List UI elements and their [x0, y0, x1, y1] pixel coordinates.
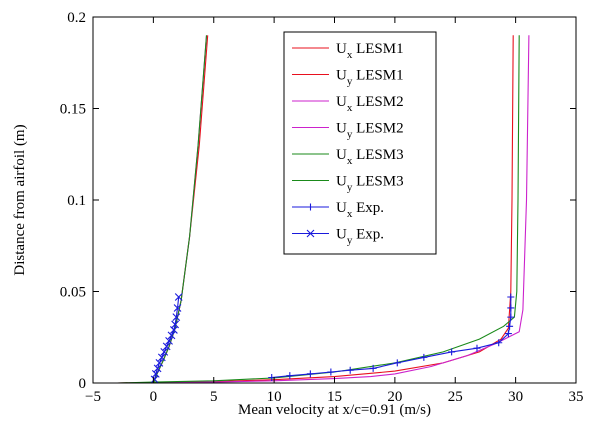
data-point-plus — [420, 353, 428, 361]
x-tick-label: 35 — [569, 389, 584, 405]
legend-label: Ux LESM2 — [336, 94, 404, 114]
data-point-plus — [369, 364, 377, 372]
series-3 — [117, 35, 530, 384]
legend-item-7: Ux Exp. — [292, 200, 384, 220]
legend-label-suffix: LESM2 — [352, 94, 403, 110]
data-point-x — [167, 331, 176, 340]
legend-item-4: Uy LESM2 — [292, 121, 404, 141]
data-point-x — [151, 369, 160, 378]
data-point-plus — [504, 330, 512, 338]
legend-box — [283, 31, 437, 255]
data-point-plus — [327, 368, 335, 376]
data-point-plus — [495, 339, 503, 347]
legend-item-3: Ux LESM2 — [292, 94, 404, 114]
data-point-plus — [393, 359, 401, 367]
legend-marker — [306, 229, 315, 238]
y-tick-label: 0.1 — [67, 193, 86, 209]
data-point-plus — [507, 304, 515, 312]
y-tick-label: 0 — [79, 376, 87, 392]
data-point-x — [153, 364, 162, 373]
legend-label-suffix: Exp. — [352, 227, 384, 243]
data-point-x — [173, 304, 182, 312]
x-tick-label: 20 — [387, 389, 402, 405]
legend-label-base: U — [336, 227, 347, 243]
legend-label: Uy LESM3 — [336, 174, 404, 194]
data-point-plus — [506, 322, 514, 330]
legend-label: Ux LESM3 — [336, 147, 404, 167]
data-point-plus — [507, 293, 515, 301]
legend-item-8: Uy Exp. — [292, 227, 384, 247]
legend-label-suffix: LESM3 — [352, 174, 403, 190]
y-tick-label: 0.05 — [60, 285, 86, 301]
legend-item-5: Ux LESM3 — [292, 147, 404, 167]
data-point-x — [172, 313, 181, 322]
legend-label-suffix: LESM2 — [352, 121, 403, 137]
series-line — [117, 35, 530, 384]
x-tick-label: 30 — [508, 389, 523, 405]
data-point-x — [174, 293, 183, 301]
legend-label-base: U — [336, 41, 347, 57]
legend-item-1: Ux LESM1 — [292, 41, 404, 61]
x-axis-label: Mean velocity at x/c=0.91 (m/s) — [238, 402, 431, 418]
legend-label-subscript: x — [347, 208, 353, 220]
legend-label-subscript: y — [347, 76, 353, 88]
legend-label-subscript: y — [347, 129, 353, 141]
legend-label-suffix: LESM1 — [352, 41, 403, 57]
y-axis-label: Distance from airfoil (m) — [12, 124, 28, 275]
legend-marker — [307, 203, 314, 211]
legend-label: Uy LESM2 — [336, 121, 404, 141]
y-tick-label: 0.15 — [60, 102, 86, 118]
legend-label-subscript: x — [347, 49, 353, 61]
y-tick-label: 0.2 — [67, 10, 86, 26]
legend-label-base: U — [336, 68, 347, 84]
legend-label-base: U — [336, 147, 347, 163]
legend-label: Ux LESM1 — [336, 41, 404, 61]
data-point-plus — [286, 372, 294, 380]
data-point-x — [157, 353, 166, 362]
x-tick-label: 25 — [448, 389, 463, 405]
legend-label-suffix: LESM3 — [352, 147, 403, 163]
legend-label-base: U — [336, 174, 347, 190]
data-point-plus — [507, 313, 515, 321]
legend-label-base: U — [336, 94, 347, 110]
x-tick-label: 5 — [210, 389, 218, 405]
legend-label-subscript: x — [347, 102, 353, 114]
legend-label-suffix: LESM1 — [352, 68, 403, 84]
series-8 — [150, 293, 183, 384]
data-point-plus — [473, 344, 481, 352]
data-point-x — [155, 358, 164, 367]
data-point-plus — [448, 348, 456, 356]
x-tick-label: 10 — [267, 389, 282, 405]
legend-label-base: U — [336, 121, 347, 137]
x-tick-label: −5 — [85, 389, 101, 405]
legend-label-subscript: x — [347, 155, 353, 167]
data-point-plus — [346, 366, 354, 374]
series-line — [271, 297, 512, 379]
legend-label: Uy Exp. — [336, 227, 384, 247]
legend-label-subscript: y — [347, 182, 353, 194]
legend-label-suffix: Exp. — [352, 200, 384, 216]
legend-item-2: Uy LESM1 — [292, 68, 404, 88]
labels-layer: Mean velocity at x/c=0.91 (m/s) Distance… — [12, 124, 431, 418]
legend-label-base: U — [336, 200, 347, 216]
data-point-x — [160, 348, 169, 356]
legend-label: Uy LESM1 — [336, 68, 404, 88]
x-tick-label: 15 — [327, 389, 342, 405]
data-point-x — [165, 337, 173, 345]
legend-label: Ux Exp. — [336, 200, 384, 220]
data-point-x — [171, 320, 179, 329]
legend-label-subscript: y — [347, 235, 353, 247]
x-tick-label: 0 — [150, 389, 158, 405]
data-point-plus — [306, 370, 314, 378]
data-point-x — [162, 342, 171, 351]
legend-item-6: Uy LESM3 — [292, 174, 404, 194]
series-7 — [268, 293, 515, 382]
